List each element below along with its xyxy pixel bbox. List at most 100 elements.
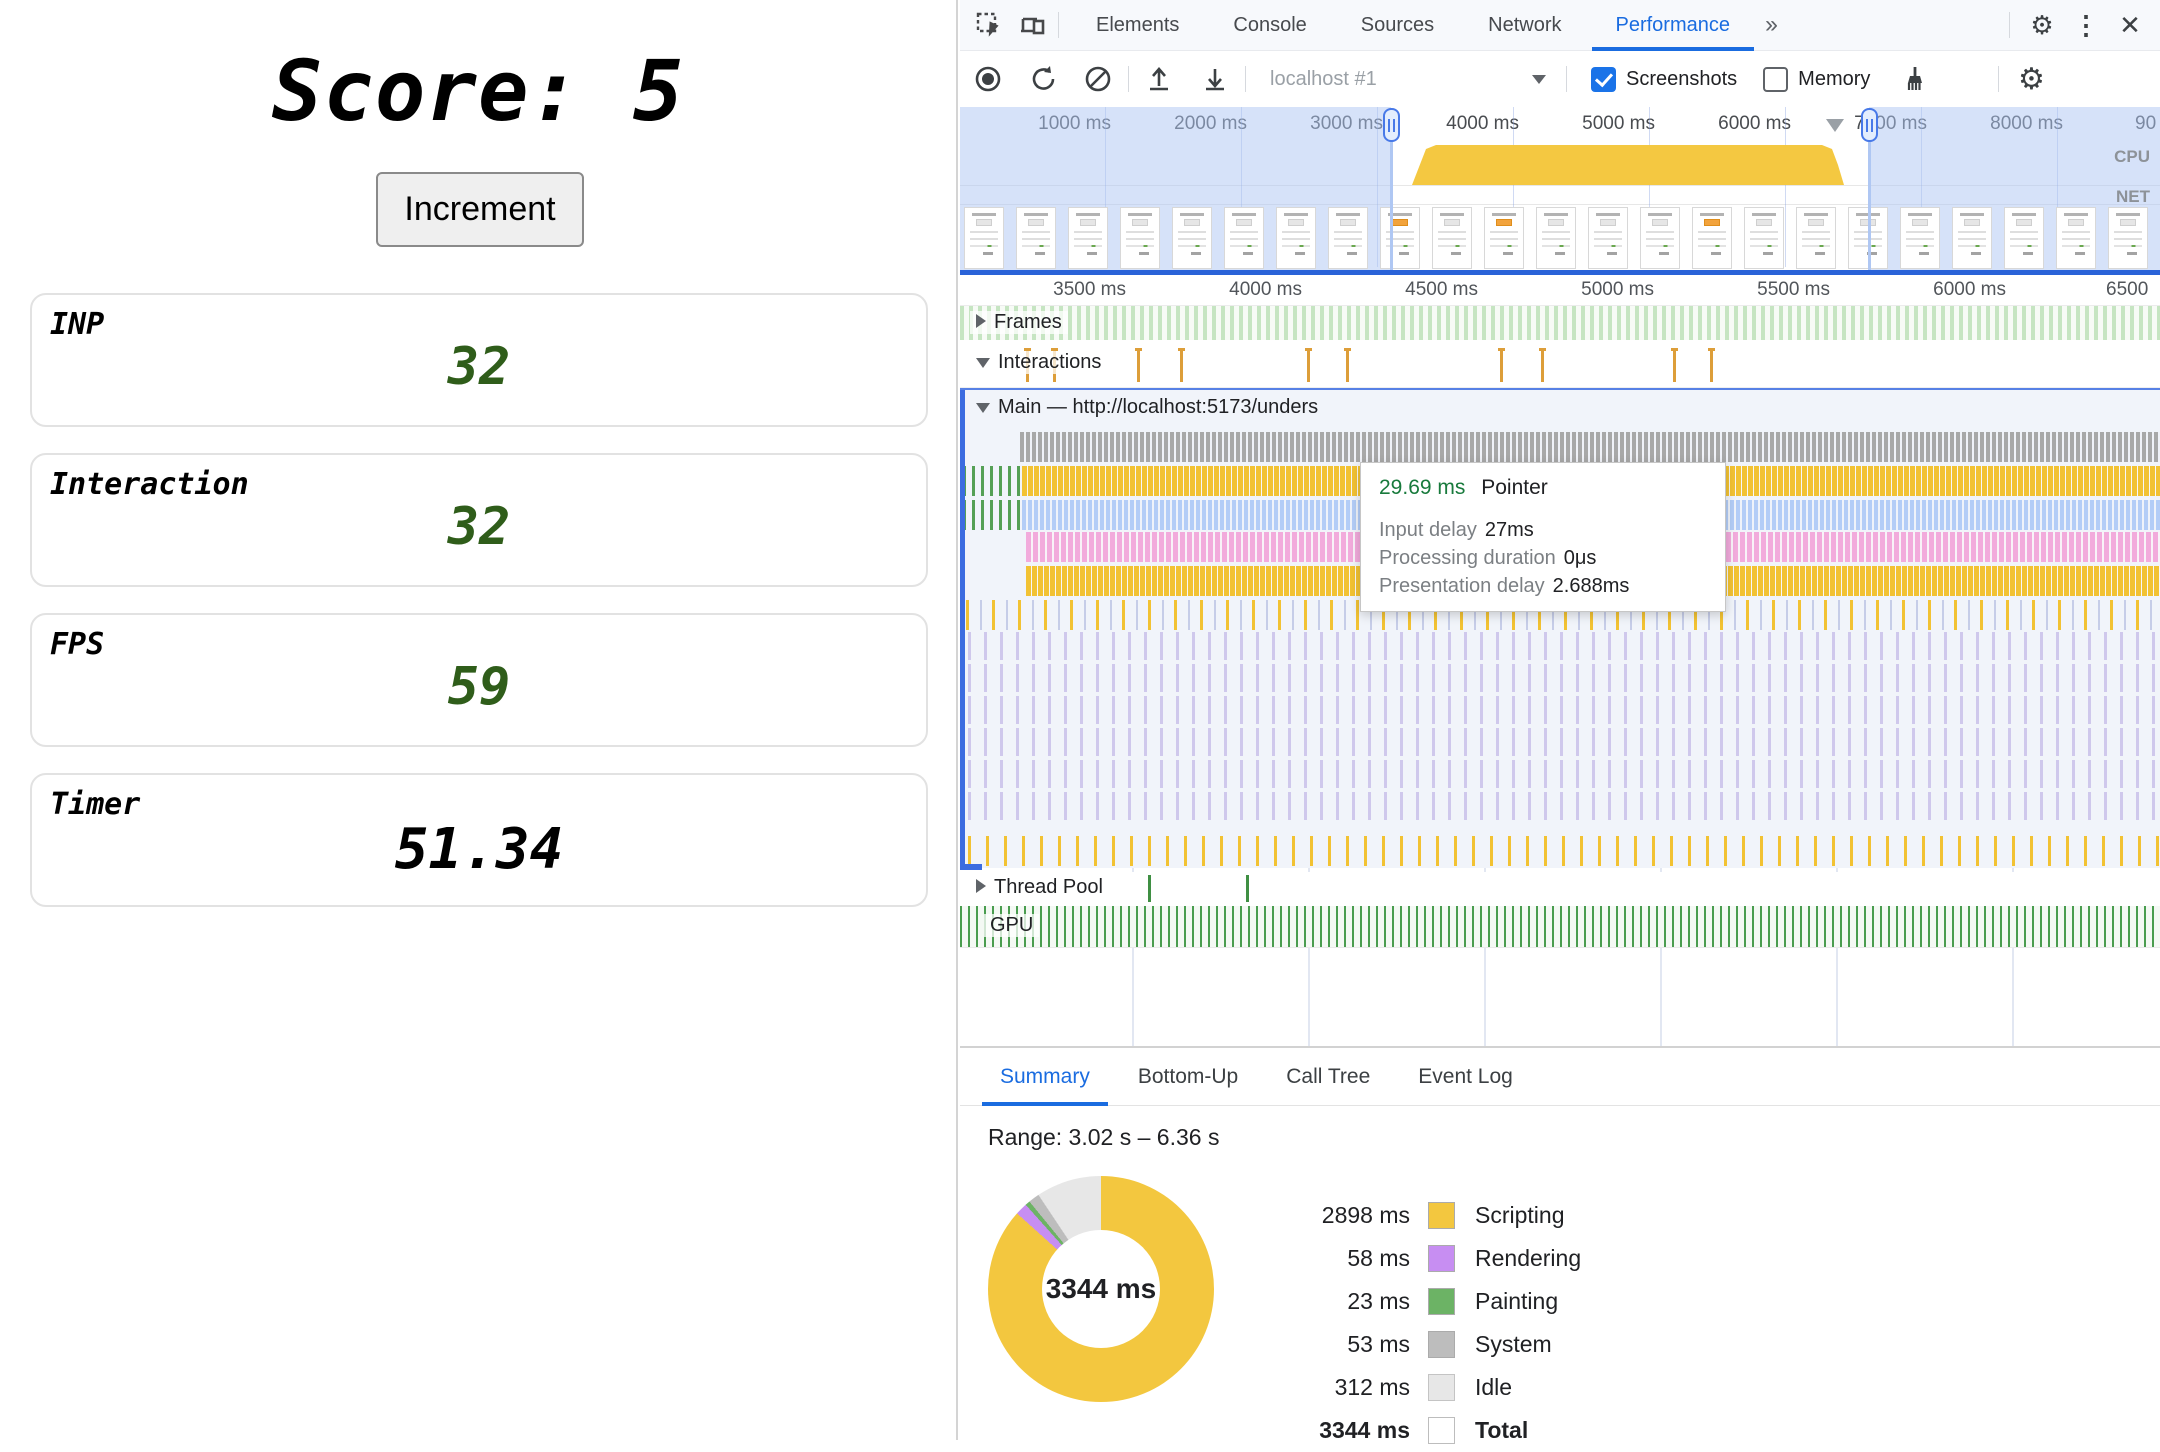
tab-bottom-up[interactable]: Bottom-Up: [1137, 1064, 1239, 1088]
increment-button[interactable]: Increment: [376, 172, 584, 247]
interaction-marker[interactable]: [1708, 348, 1715, 382]
interaction-marker[interactable]: [1178, 348, 1185, 382]
screenshot-thumbnail[interactable]: [1172, 207, 1212, 269]
timeline-overview[interactable]: 1000 ms 2000 ms 3000 ms 4000 ms 5000 ms …: [960, 107, 2160, 275]
overview-selected-bar: [960, 270, 2160, 275]
record-icon[interactable]: [968, 59, 1008, 99]
idle-swatch: [1428, 1374, 1455, 1401]
tab-network[interactable]: Network: [1488, 13, 1562, 36]
summary-legend: 2898 ms Scripting 58 ms Rendering 23 ms …: [1220, 1194, 1581, 1452]
screenshot-thumbnail[interactable]: [1276, 207, 1316, 269]
tab-event-log[interactable]: Event Log: [1418, 1064, 1513, 1088]
overview-gridline: [1785, 107, 1786, 267]
thread-pool-activity: [1148, 875, 1151, 902]
expand-right-icon: [976, 879, 986, 893]
track-selection-bracket: [960, 390, 982, 870]
tab-performance[interactable]: Performance: [1589, 0, 1758, 51]
thread-pool-track-header[interactable]: Thread Pool: [970, 876, 1109, 899]
legend-row-scripting: 2898 ms Scripting: [1321, 1202, 1565, 1229]
gc-broom-icon[interactable]: [1894, 59, 1934, 99]
memory-checkbox[interactable]: [1763, 66, 1789, 92]
timer-value: 51.34: [394, 817, 564, 882]
tab-summary[interactable]: Summary: [976, 1048, 1114, 1106]
panel-divider[interactable]: [960, 1046, 2160, 1048]
overview-time-label: 6000 ms: [1718, 113, 1791, 134]
screenshot-thumbnail[interactable]: [1484, 207, 1524, 269]
interactions-track-header[interactable]: Interactions: [970, 351, 1108, 374]
screenshots-checkbox[interactable]: [1591, 66, 1616, 92]
kebab-menu-icon[interactable]: ⋮: [2073, 9, 2099, 40]
tab-sources[interactable]: Sources: [1360, 13, 1435, 36]
screenshot-thumbnail[interactable]: [1588, 207, 1628, 269]
load-profile-icon[interactable]: [1139, 59, 1179, 99]
capture-settings-gear-icon[interactable]: ⚙: [2017, 62, 2045, 96]
screenshot-thumbnail[interactable]: [1536, 207, 1576, 269]
screenshot-thumbnail[interactable]: [1900, 207, 1940, 269]
legend-row-idle: 312 ms Idle: [1334, 1374, 1513, 1401]
inspect-element-icon[interactable]: [974, 10, 1004, 40]
interaction-marker[interactable]: [1305, 348, 1312, 382]
screenshot-thumbnail[interactable]: [1744, 207, 1784, 269]
tab-call-tree[interactable]: Call Tree: [1286, 1064, 1371, 1088]
profile-select[interactable]: localhost #1: [1256, 68, 1556, 91]
screenshot-thumbnail[interactable]: [1692, 207, 1732, 269]
screenshot-thumbnail[interactable]: [1224, 207, 1264, 269]
screenshot-thumbnail[interactable]: [1432, 207, 1472, 269]
screenshot-thumbnail[interactable]: [2004, 207, 2044, 269]
interaction-marker[interactable]: [1539, 348, 1546, 382]
toolbar-separator: [1128, 66, 1129, 92]
main-track-header[interactable]: Main — http://localhost:5173/unders: [970, 396, 1324, 419]
screenshot-thumbnail[interactable]: [2108, 207, 2148, 269]
donut-total-label: 3344 ms: [1042, 1230, 1160, 1348]
selection-left-handle[interactable]: [1383, 108, 1400, 142]
interaction-marker[interactable]: [1498, 348, 1505, 382]
interactions-track[interactable]: Interactions: [960, 342, 2160, 388]
painting-swatch: [1428, 1288, 1455, 1315]
flame-row-task: [1020, 432, 2160, 462]
selection-right-handle[interactable]: [1861, 108, 1878, 142]
tab-console[interactable]: Console: [1233, 13, 1307, 36]
gpu-track-header[interactable]: GPU: [984, 914, 1040, 937]
interaction-label: Interaction: [50, 467, 249, 502]
interaction-card: Interaction 32: [30, 453, 928, 587]
memory-checkbox-label[interactable]: Memory: [1798, 67, 1871, 90]
save-profile-icon[interactable]: [1195, 59, 1235, 99]
screenshot-thumbnail[interactable]: [1328, 207, 1368, 269]
screenshots-checkbox-label[interactable]: Screenshots: [1626, 67, 1738, 90]
screenshot-thumbnail[interactable]: [964, 207, 1004, 269]
flame-row-green-marks: [963, 466, 1023, 496]
gpu-track[interactable]: GPU: [960, 906, 2160, 948]
interaction-marker[interactable]: [1135, 348, 1142, 382]
clear-icon[interactable]: [1078, 59, 1118, 99]
screenshot-thumbnail[interactable]: [1068, 207, 1108, 269]
screenshot-thumbnail[interactable]: [1120, 207, 1160, 269]
summary-range: Range: 3.02 s – 6.36 s: [988, 1124, 1220, 1150]
screenshot-thumbnail[interactable]: [1796, 207, 1836, 269]
screenshot-thumbnail[interactable]: [1952, 207, 1992, 269]
more-tabs-icon[interactable]: ››: [1765, 11, 1778, 38]
performance-toolbar: localhost #1 Screenshots Memory ⚙: [960, 51, 2160, 107]
legend-row-system: 53 ms System: [1347, 1331, 1552, 1358]
screenshot-thumbnail[interactable]: [1640, 207, 1680, 269]
screenshot-thumbnail[interactable]: [1016, 207, 1056, 269]
reload-record-icon[interactable]: [1024, 59, 1064, 99]
toolbar-separator: [1058, 12, 1059, 38]
frames-track[interactable]: Frames: [960, 306, 2160, 342]
inp-value: 32: [447, 337, 511, 397]
flame-row-faint: [968, 792, 2160, 820]
inp-label: INP: [50, 307, 105, 342]
tab-elements[interactable]: Elements: [1096, 13, 1180, 36]
overview-gridline: [1649, 107, 1650, 267]
frames-track-header[interactable]: Frames: [970, 311, 1068, 334]
close-devtools-icon[interactable]: ✕: [2119, 9, 2141, 40]
screenshot-thumbnail[interactable]: [2056, 207, 2096, 269]
main-thread-track[interactable]: Main — http://localhost:5173/unders 29.6…: [960, 388, 2160, 870]
device-toolbar-icon[interactable]: [1018, 10, 1048, 40]
flamechart-tracks[interactable]: Frames Interactions Main — http://localh…: [960, 306, 2160, 1046]
interaction-marker[interactable]: [1671, 348, 1678, 382]
screenshot-thumbnail[interactable]: [1380, 207, 1420, 269]
thread-pool-track[interactable]: Thread Pool: [960, 872, 2160, 906]
interaction-marker[interactable]: [1344, 348, 1351, 382]
details-tabbar: Summary Bottom-Up Call Tree Event Log: [960, 1048, 2160, 1106]
settings-gear-icon[interactable]: ⚙: [2030, 9, 2054, 40]
